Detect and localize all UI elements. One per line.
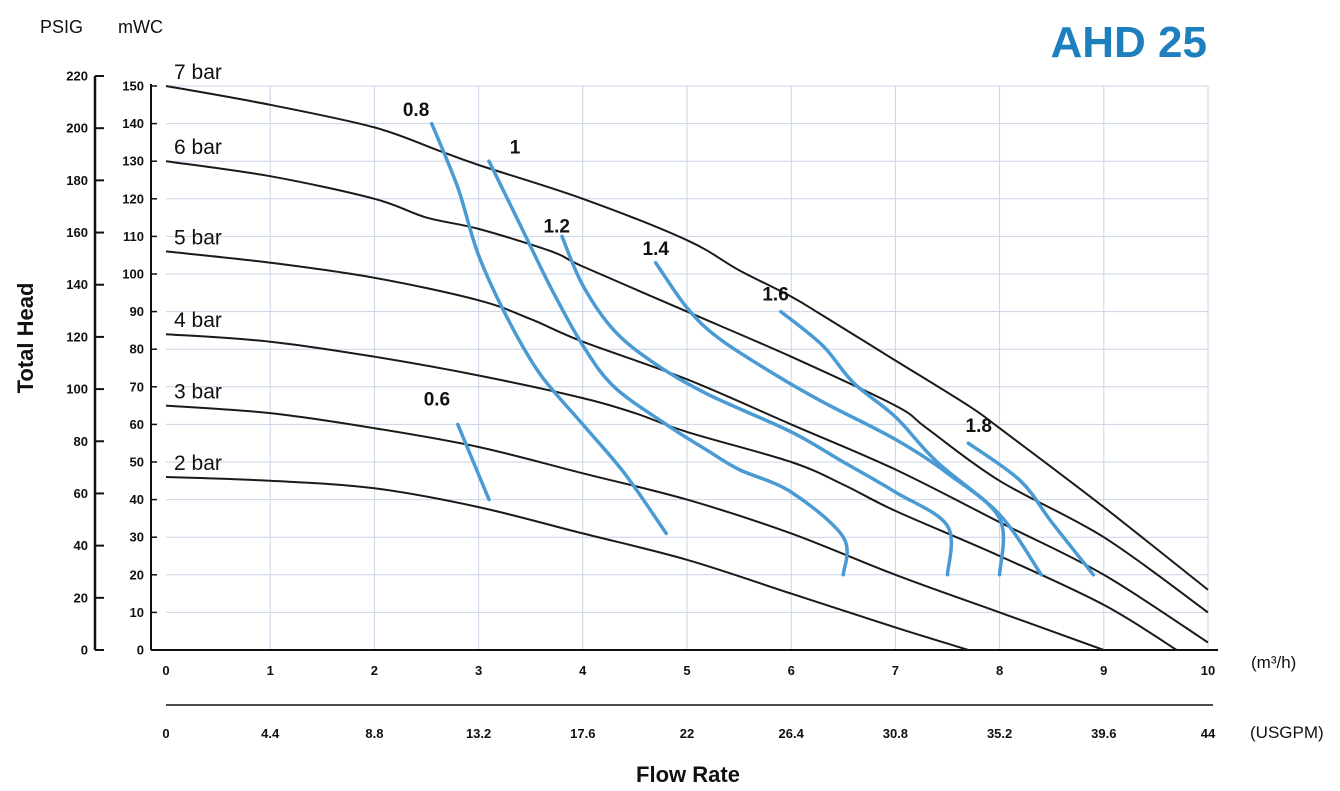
y-tick-label-mwc: 0 [137, 643, 144, 658]
y-tick-label-mwc: 130 [122, 154, 144, 169]
air-consumption-label: 1.2 [544, 217, 570, 238]
x-unit-primary: (m³/h) [1251, 653, 1296, 672]
air-consumption-line-1-6 [779, 309, 1044, 577]
x-tick-label-usgpm: 44 [1201, 726, 1216, 741]
air-consumption-lines [429, 121, 1096, 577]
tick-labels: 0 1 2 3 4 5 6 7 8 9 100 4.4 8.8 13.2 17.6 22 26.4 30.8 35.… [66, 69, 1216, 742]
pressure-curve-label: 7 bar [174, 61, 222, 84]
x-tick-label-usgpm: 39.6 [1091, 726, 1116, 741]
pressure-curve-label: 2 bar [174, 452, 222, 475]
y-tick-label-mwc: 20 [130, 567, 144, 582]
x-unit-secondary: (USGPM) [1250, 723, 1324, 742]
air-consumption-line-1-2 [560, 234, 954, 577]
x-tick-label-usgpm: 26.4 [779, 726, 805, 741]
y-tick-label-mwc: 140 [122, 116, 144, 131]
y-tick-label-mwc: 50 [130, 455, 144, 470]
y-tick-label-mwc: 30 [130, 530, 144, 545]
y-tick-label-mwc: 70 [130, 379, 144, 394]
air-consumption-line-1 [487, 159, 849, 577]
y-tick-label-psig: 80 [74, 434, 88, 449]
x-axis-title: Flow Rate [636, 762, 740, 787]
series-labels: 7 bar 6 bar 5 bar 4 bar 3 bar 2 bar 0.6 0.8 1 1.2… [174, 61, 992, 475]
pressure-curve-label: 3 bar [174, 381, 222, 404]
x-tick-label-usgpm: 17.6 [570, 726, 595, 741]
x-tick-label-m3h: 3 [475, 663, 482, 678]
x-tick-label-m3h: 10 [1201, 663, 1215, 678]
air-consumption-label: 1 [510, 138, 521, 159]
air-consumption-label: 0.8 [403, 100, 429, 121]
y-tick-label-psig: 200 [66, 121, 88, 136]
y-tick-label-mwc: 10 [130, 605, 144, 620]
y-tick-label-psig: 20 [74, 590, 88, 605]
y-tick-label-psig: 40 [74, 538, 88, 553]
air-consumption-line-1-4 [653, 260, 1006, 577]
pressure-curve-6-bar [165, 160, 1209, 614]
y-tick-label-psig: 180 [66, 173, 88, 188]
air-consumption-line-1-8 [966, 441, 1096, 577]
y-tick-label-psig: 0 [81, 643, 88, 658]
x-tick-label-m3h: 2 [371, 663, 378, 678]
x-tick-label-usgpm: 8.8 [365, 726, 383, 741]
x-tick-label-m3h: 9 [1100, 663, 1107, 678]
x-tick-label-m3h: 7 [892, 663, 899, 678]
pressure-curve-2-bar [165, 476, 969, 651]
y-axis-title: Total Head [13, 283, 38, 394]
y-tick-label-psig: 60 [74, 486, 88, 501]
pressure-curve-7-bar [165, 85, 1209, 591]
x-tick-label-usgpm: 0 [162, 726, 169, 741]
grid-lines [166, 85, 1209, 650]
x-tick-label-usgpm: 22 [680, 726, 694, 741]
y-tick-label-psig: 100 [66, 382, 88, 397]
axes [93, 76, 1218, 706]
y-tick-label-mwc: 60 [130, 417, 144, 432]
y-tick-label-mwc: 150 [122, 79, 144, 94]
x-tick-label-m3h: 4 [579, 663, 587, 678]
pressure-curve-4-bar [165, 333, 1178, 651]
y-tick-label-psig: 140 [66, 277, 88, 292]
pressure-curve-label: 6 bar [174, 136, 222, 159]
pressure-curve-label: 4 bar [174, 309, 222, 332]
y-tick-label-mwc: 100 [122, 267, 144, 282]
air-consumption-label: 1.6 [762, 284, 788, 305]
x-tick-label-usgpm: 35.2 [987, 726, 1012, 741]
y-tick-label-psig: 120 [66, 329, 88, 344]
pressure-curve-3-bar [165, 404, 1105, 651]
x-tick-label-m3h: 5 [683, 663, 690, 678]
y-tick-label-mwc: 110 [123, 229, 144, 244]
x-tick-label-usgpm: 30.8 [883, 726, 908, 741]
y-tick-label-psig: 160 [66, 225, 88, 240]
y-unit-left: PSIG [40, 17, 83, 37]
y-tick-label-mwc: 90 [130, 304, 144, 319]
x-tick-label-usgpm: 13.2 [466, 726, 491, 741]
y-unit-right: mWC [118, 17, 163, 37]
x-tick-label-m3h: 0 [162, 663, 169, 678]
air-consumption-line-0-8 [429, 121, 668, 536]
air-consumption-label: 1.8 [966, 416, 992, 437]
chart-title: AHD 25 [1051, 18, 1208, 67]
x-tick-label-usgpm: 4.4 [261, 726, 280, 741]
air-consumption-label: 1.4 [643, 239, 670, 260]
x-tick-label-m3h: 8 [996, 663, 1003, 678]
y-tick-label-mwc: 40 [130, 492, 144, 507]
y-tick-label-mwc: 80 [130, 342, 144, 357]
y-tick-label-mwc: 120 [122, 191, 144, 206]
y-tick-label-psig: 220 [66, 69, 88, 84]
x-tick-label-m3h: 1 [267, 663, 274, 678]
air-consumption-line-0-6 [456, 422, 491, 502]
x-tick-label-m3h: 6 [788, 663, 795, 678]
air-consumption-label: 0.6 [424, 390, 450, 411]
pressure-curve-label: 5 bar [174, 226, 222, 249]
